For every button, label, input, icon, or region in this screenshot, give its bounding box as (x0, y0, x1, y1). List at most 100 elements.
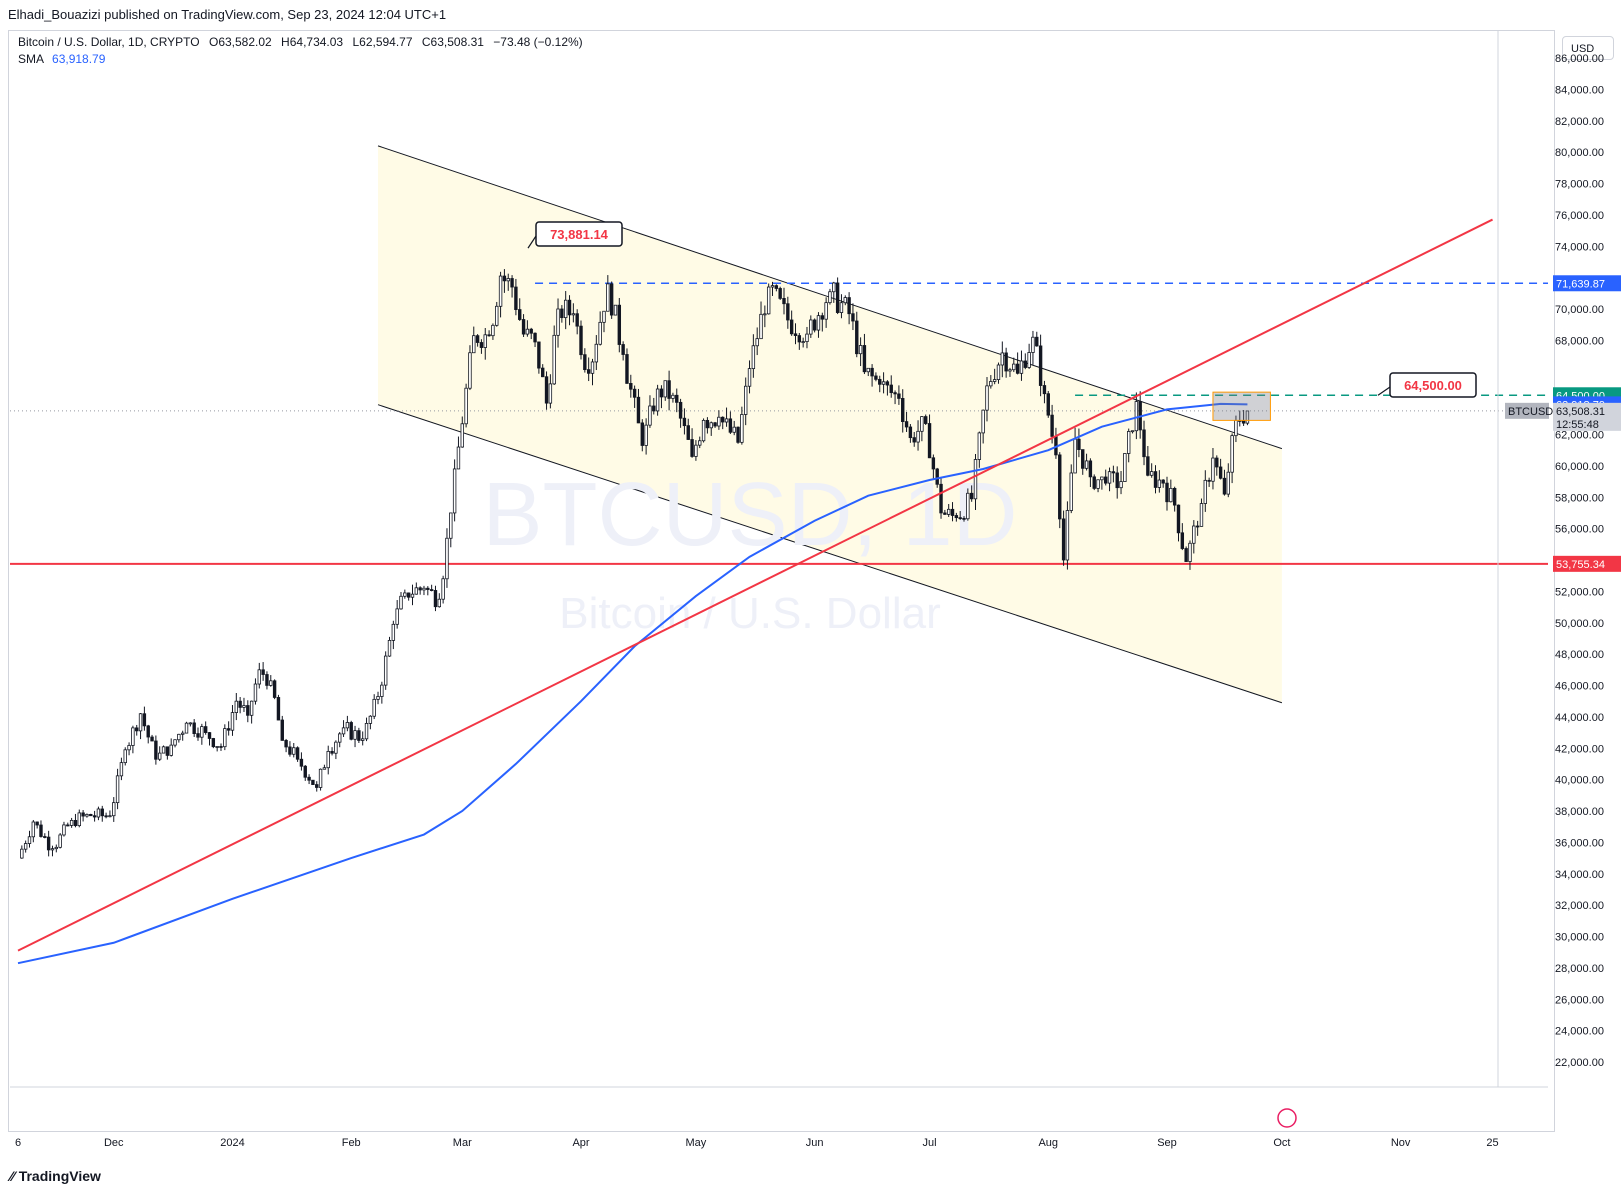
candle-body (502, 275, 507, 282)
candle-body (946, 508, 951, 515)
x-tick-label: Feb (342, 1137, 361, 1149)
y-tick-label: 76,000.00 (1555, 210, 1604, 222)
y-tick-label: 74,000.00 (1555, 241, 1604, 253)
candle-body (215, 746, 219, 748)
candle-body (736, 426, 740, 443)
candle-body (234, 700, 239, 713)
candle-body (410, 593, 415, 598)
candle-body (820, 315, 824, 320)
candle-body (694, 444, 698, 457)
candle-body (295, 747, 300, 760)
candle-body (311, 779, 315, 785)
candle-body (560, 308, 564, 319)
candle-body (1038, 345, 1043, 386)
candle-body (357, 730, 361, 741)
candle-body (395, 608, 399, 625)
candle-body (46, 836, 51, 851)
candle-body (468, 352, 472, 389)
candle-body (598, 321, 602, 345)
candle-body (625, 354, 629, 384)
x-tick-label: Apr (572, 1137, 589, 1149)
candle-body (878, 378, 882, 385)
candle-body (192, 722, 196, 735)
candle-body (977, 432, 982, 460)
legend-sma-label: SMA (18, 52, 45, 66)
candle-body (629, 383, 633, 390)
candle-body (303, 765, 307, 778)
candle-body (246, 705, 250, 716)
candle-body (1031, 336, 1035, 353)
candle-body (744, 385, 748, 415)
candle-body (740, 414, 744, 443)
candle-body (460, 423, 464, 448)
candle-body (701, 419, 706, 442)
x-tick-label: Sep (1157, 1137, 1177, 1149)
candle-body (774, 285, 779, 289)
candle-body (904, 421, 909, 428)
candle-body (958, 517, 962, 520)
candles (20, 269, 1250, 859)
legend-symbol[interactable]: Bitcoin / U.S. Dollar, 1D, CRYPTO (18, 35, 200, 49)
y-tick-label: 78,000.00 (1555, 179, 1604, 191)
candle-body (632, 388, 637, 398)
candle-body (207, 732, 212, 739)
candle-body (1096, 479, 1100, 489)
candle-body (1127, 431, 1131, 454)
candle-body (885, 381, 890, 386)
candle-body (985, 385, 989, 411)
candle-body (828, 291, 832, 304)
candle-body (866, 367, 870, 373)
tradingview-logo[interactable]: ⁄⁄ TradingView (10, 1168, 101, 1184)
candle-body (372, 698, 376, 717)
candle-body (180, 732, 185, 735)
candle-body (514, 286, 518, 310)
candle-body (437, 598, 441, 608)
legend-sma[interactable]: SMA 63,918.79 (18, 52, 105, 66)
candle-body (280, 719, 284, 741)
candle-body (636, 396, 641, 424)
candle-body (870, 367, 874, 377)
candle-body (583, 354, 587, 371)
candle-body (276, 697, 281, 721)
candle-body (452, 468, 457, 514)
candle-body (1000, 352, 1005, 366)
candle-body (1192, 525, 1196, 544)
candle-body (663, 380, 667, 398)
candle-body (801, 341, 805, 344)
candle-body (533, 332, 537, 343)
candle-body (609, 283, 614, 316)
legend-o-label: O (208, 35, 219, 49)
candle-body (1142, 429, 1146, 458)
candle-body (1161, 479, 1165, 484)
candle-body (1130, 430, 1135, 433)
legend-low: 62,594.77 (359, 35, 413, 49)
candle-body (648, 405, 652, 426)
x-tick-label: 25 (1486, 1137, 1498, 1149)
candle-body (115, 775, 120, 804)
candle-body (682, 417, 687, 427)
candle-body (1184, 548, 1188, 562)
candle-body (548, 383, 553, 404)
candle-body (556, 308, 560, 336)
candle-body (1111, 471, 1116, 474)
candle-body (981, 409, 985, 434)
candle-body (506, 278, 510, 282)
range-box (1212, 391, 1271, 421)
candle-body (594, 343, 599, 363)
candle-body (43, 836, 47, 838)
currency-button[interactable]: USD (1562, 36, 1614, 60)
candle-body (284, 740, 288, 748)
legend-open: 63,582.02 (218, 35, 272, 49)
candle-body (449, 512, 453, 539)
candle-body (812, 319, 817, 331)
candle-body (81, 812, 85, 817)
candle-body (1042, 385, 1047, 395)
candle-body (364, 723, 369, 740)
x-tick-label: Nov (1391, 1137, 1411, 1149)
candle-body (35, 821, 39, 826)
candle-body (165, 746, 170, 756)
candle-body (491, 324, 495, 337)
candle-body (1211, 457, 1215, 482)
y-tick-label: 36,000.00 (1555, 837, 1604, 849)
